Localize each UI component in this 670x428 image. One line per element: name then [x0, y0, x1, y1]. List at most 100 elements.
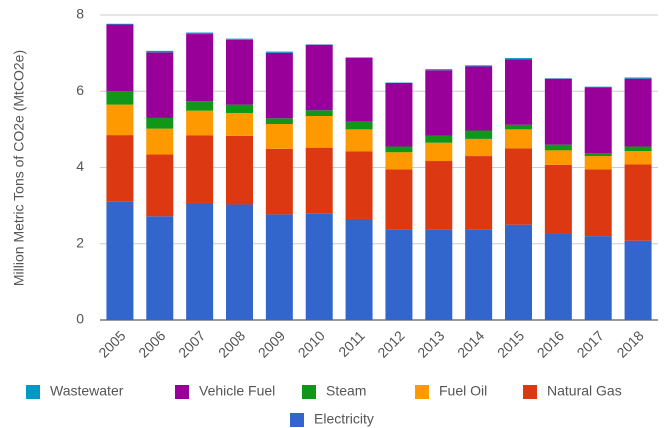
- bar-segment: [505, 59, 532, 125]
- x-tick-label: 2008: [215, 327, 248, 360]
- bar-segment: [305, 116, 333, 148]
- bar-segment: [345, 129, 373, 152]
- legend-swatch: [175, 385, 189, 399]
- bar-segment: [624, 78, 652, 147]
- bar-segment: [624, 164, 652, 241]
- bar-segment: [425, 229, 453, 320]
- bar-segment: [265, 52, 293, 119]
- bar-segment: [186, 32, 214, 35]
- bar-segment: [305, 44, 333, 111]
- x-tick-label: 2018: [613, 327, 646, 360]
- y-tick-label: 2: [76, 234, 84, 250]
- bar-segment: [465, 138, 493, 157]
- bar-segment: [385, 82, 413, 147]
- bar-segment: [385, 152, 413, 170]
- bar-segment: [106, 91, 134, 105]
- x-tick-label: 2006: [135, 327, 168, 360]
- bar-segment: [186, 135, 214, 203]
- bar-segment: [624, 77, 652, 79]
- bar-segment: [505, 148, 532, 225]
- bar-segment: [584, 86, 612, 88]
- bar-segment: [425, 161, 453, 230]
- bar-segment: [584, 87, 612, 154]
- legend-swatch: [302, 385, 316, 399]
- bar-segment: [106, 201, 134, 320]
- bar-segment: [465, 229, 493, 320]
- bar-segment: [584, 236, 612, 320]
- legend-label: Vehicle Fuel: [199, 383, 275, 399]
- bar-segment: [345, 218, 373, 320]
- bar-segment: [146, 154, 174, 217]
- bar-segment: [305, 110, 333, 117]
- y-tick-label: 6: [76, 82, 84, 98]
- x-tick-label: 2017: [574, 327, 607, 360]
- bar-segment: [265, 214, 293, 320]
- bar-segment: [265, 124, 293, 149]
- bar-segment: [465, 66, 493, 131]
- legend-label: Steam: [326, 383, 366, 399]
- bar-segment: [505, 224, 532, 320]
- bar-segment: [465, 156, 493, 230]
- x-tick-label: 2011: [335, 327, 368, 360]
- y-tick-label: 8: [76, 6, 84, 22]
- bar-segment: [186, 101, 214, 111]
- bar-segment: [624, 151, 652, 165]
- bar-segment: [106, 104, 134, 136]
- bar-segment: [624, 240, 652, 320]
- bar-segment: [465, 130, 493, 139]
- bar-segment: [385, 169, 413, 230]
- y-axis-label: Million Metric Tons of CO2e (MtCO2e): [11, 50, 27, 286]
- bar-segment: [146, 216, 174, 320]
- bar-segment: [226, 135, 253, 205]
- x-tick-label: 2016: [534, 327, 567, 360]
- legend-swatch: [290, 413, 304, 427]
- bar-segment: [505, 129, 532, 149]
- bar-segment: [584, 153, 612, 157]
- bar-segment: [544, 233, 572, 320]
- bar-segment: [425, 142, 453, 162]
- legend-swatch: [415, 385, 429, 399]
- bar-segment: [106, 23, 134, 25]
- bar-segment: [305, 213, 333, 320]
- bar-segment: [544, 78, 572, 145]
- bar-segment: [425, 135, 453, 143]
- bar-segment: [186, 110, 214, 136]
- bar-segment: [146, 117, 174, 129]
- bar-segment: [305, 147, 333, 214]
- bar-segment: [146, 52, 174, 118]
- bar-segment: [226, 38, 253, 40]
- x-tick-label: 2012: [374, 327, 407, 360]
- bar-segment: [106, 135, 134, 202]
- x-tick-label: 2010: [295, 327, 328, 360]
- bar-segment: [584, 156, 612, 170]
- bar-segment: [345, 121, 373, 130]
- bar-segment: [265, 118, 293, 125]
- bar-segment: [226, 204, 253, 320]
- bar-segment: [465, 65, 493, 67]
- bar-segment: [345, 57, 373, 122]
- legend-label: Fuel Oil: [439, 383, 487, 399]
- bar-segment: [226, 112, 253, 136]
- bar-segment: [544, 150, 572, 165]
- legend-swatch: [523, 385, 537, 399]
- bar-segment: [544, 144, 572, 151]
- bar-segment: [385, 229, 413, 320]
- bar-segment: [265, 51, 293, 53]
- bar-segment: [624, 146, 652, 152]
- bar-segment: [345, 151, 373, 219]
- legend-label: Electricity: [314, 411, 374, 427]
- bar-segment: [385, 146, 413, 153]
- legend-label: Natural Gas: [547, 383, 622, 399]
- x-tick-label: 2013: [414, 327, 447, 360]
- y-tick-label: 0: [76, 311, 84, 327]
- x-tick-label: 2007: [175, 327, 208, 360]
- x-tick-label: 2005: [95, 327, 128, 360]
- bar-segment: [544, 164, 572, 234]
- bar-segment: [425, 70, 453, 136]
- bar-segment: [226, 39, 253, 105]
- x-tick-label: 2009: [255, 327, 288, 360]
- bar-segment: [186, 202, 214, 320]
- bar-segment: [584, 169, 612, 237]
- bar-segment: [265, 148, 293, 215]
